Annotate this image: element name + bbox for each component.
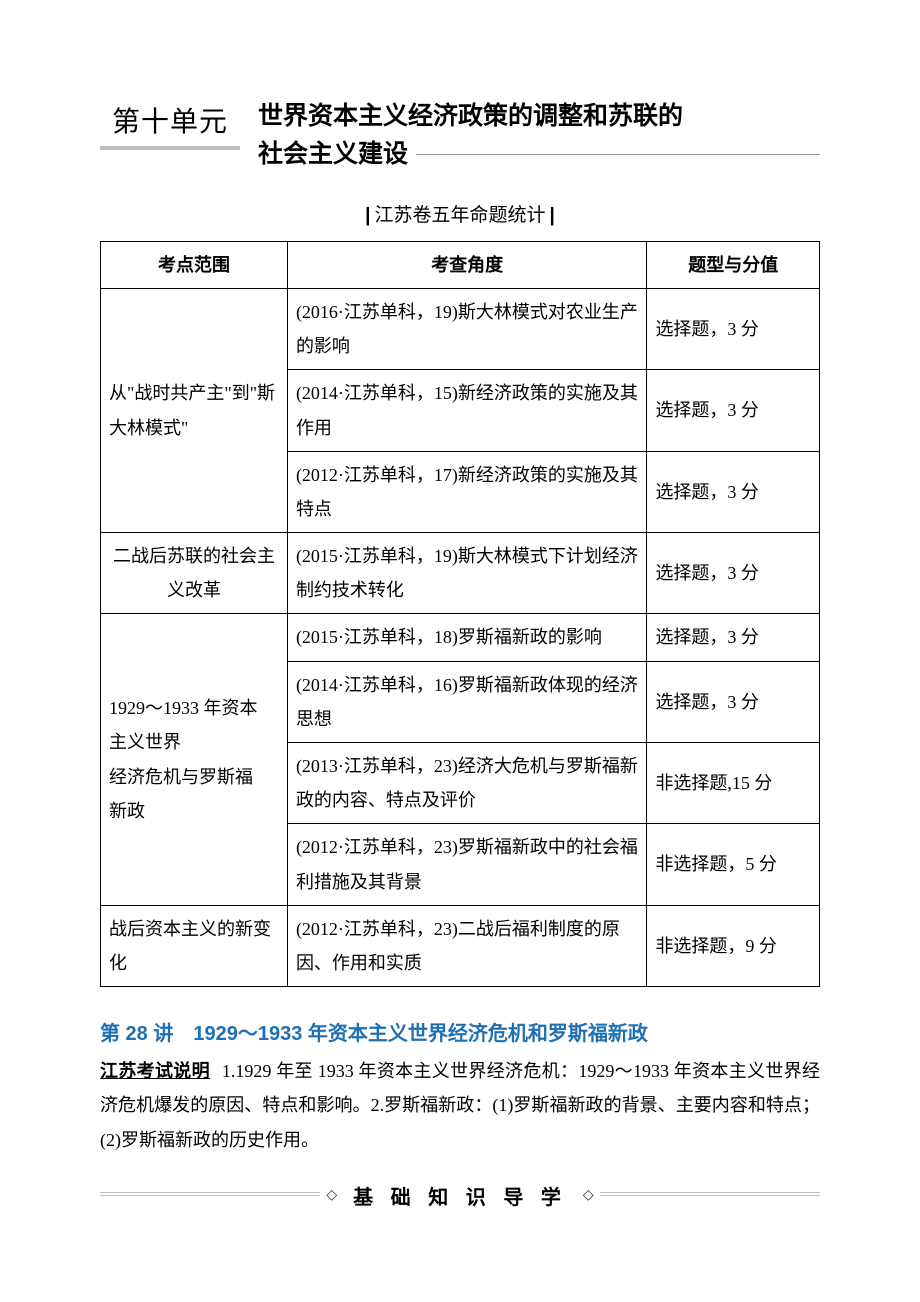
exam-label: 江苏考试说明 bbox=[100, 1061, 210, 1081]
section-guide-row: ◇ 基 础 知 识 导 学 ◇ bbox=[100, 1181, 820, 1210]
scope-cell: 1929～1933 年资本主义世界经济危机与罗斯福新政 bbox=[101, 614, 288, 905]
type-cell: 非选择题，9 分 bbox=[647, 905, 820, 986]
guide-rule-right bbox=[600, 1192, 820, 1198]
type-cell: 选择题，3 分 bbox=[647, 614, 820, 661]
table-body: 从"战时共产主"到"斯大林模式"(2016·江苏单科，19)斯大林模式对农业生产… bbox=[101, 288, 820, 986]
table-row: 战后资本主义的新变化(2012·江苏单科，23)二战后福利制度的原因、作用和实质… bbox=[101, 905, 820, 986]
unit-label-underline bbox=[100, 146, 240, 152]
type-cell: 非选择题,15 分 bbox=[647, 743, 820, 824]
type-cell: 选择题，3 分 bbox=[647, 370, 820, 451]
type-cell: 选择题，3 分 bbox=[647, 661, 820, 742]
lecture-title: 第 28 讲 1929～1933 年资本主义世界经济危机和罗斯福新政 bbox=[100, 1017, 820, 1046]
table-row: 从"战时共产主"到"斯大林模式"(2016·江苏单科，19)斯大林模式对农业生产… bbox=[101, 288, 820, 369]
guide-rule-left bbox=[100, 1192, 320, 1198]
scope-cell: 战后资本主义的新变化 bbox=[101, 905, 288, 986]
table-head: 考点范围 考查角度 题型与分值 bbox=[101, 241, 820, 288]
document-page: 第十单元 世界资本主义经济政策的调整和苏联的 社会主义建设 |江苏卷五年命题统计… bbox=[0, 0, 920, 1250]
table-row: 二战后苏联的社会主义改革(2015·江苏单科，19)斯大林模式下计划经济制约技术… bbox=[101, 533, 820, 614]
subhead: |江苏卷五年命题统计| bbox=[361, 205, 559, 226]
angle-cell: (2014·江苏单科，16)罗斯福新政体现的经济思想 bbox=[287, 661, 647, 742]
unit-title-column: 世界资本主义经济政策的调整和苏联的 社会主义建设 bbox=[258, 100, 820, 170]
type-cell: 选择题，3 分 bbox=[647, 288, 820, 369]
table-row: 1929～1933 年资本主义世界经济危机与罗斯福新政(2015·江苏单科，18… bbox=[101, 614, 820, 661]
vbar-right: | bbox=[546, 205, 559, 226]
th-scope: 考点范围 bbox=[101, 241, 288, 288]
unit-label: 第十单元 bbox=[112, 100, 228, 140]
unit-title-line2: 社会主义建设 bbox=[258, 134, 408, 170]
angle-cell: (2013·江苏单科，23)经济大危机与罗斯福新政的内容、特点及评价 bbox=[287, 743, 647, 824]
angle-cell: (2012·江苏单科，23)二战后福利制度的原因、作用和实质 bbox=[287, 905, 647, 986]
stats-table: 考点范围 考查角度 题型与分值 从"战时共产主"到"斯大林模式"(2016·江苏… bbox=[100, 241, 820, 987]
unit-header: 第十单元 世界资本主义经济政策的调整和苏联的 社会主义建设 bbox=[100, 100, 820, 170]
th-angle: 考查角度 bbox=[287, 241, 647, 288]
th-type: 题型与分值 bbox=[647, 241, 820, 288]
exam-description: 江苏考试说明1.1929 年至 1933 年资本主义世界经济危机：1929～19… bbox=[100, 1054, 820, 1157]
angle-cell: (2012·江苏单科，17)新经济政策的实施及其特点 bbox=[287, 451, 647, 532]
angle-cell: (2015·江苏单科，18)罗斯福新政的影响 bbox=[287, 614, 647, 661]
scope-cell: 二战后苏联的社会主义改革 bbox=[101, 533, 288, 614]
subhead-text: 江苏卷五年命题统计 bbox=[374, 205, 545, 226]
type-cell: 非选择题，5 分 bbox=[647, 824, 820, 905]
unit-label-column: 第十单元 bbox=[100, 100, 240, 152]
unit-title-rule bbox=[416, 154, 820, 155]
unit-title-line2-row: 社会主义建设 bbox=[258, 134, 820, 170]
type-cell: 选择题，3 分 bbox=[647, 451, 820, 532]
subhead-row: |江苏卷五年命题统计| bbox=[100, 200, 820, 227]
section-guide-text: 基 础 知 识 导 学 bbox=[343, 1181, 577, 1210]
guide-dot-left: ◇ bbox=[320, 1187, 343, 1204]
scope-cell: 从"战时共产主"到"斯大林模式" bbox=[101, 288, 288, 532]
guide-dot-right: ◇ bbox=[577, 1187, 600, 1204]
angle-cell: (2014·江苏单科，15)新经济政策的实施及其作用 bbox=[287, 370, 647, 451]
angle-cell: (2016·江苏单科，19)斯大林模式对农业生产的影响 bbox=[287, 288, 647, 369]
angle-cell: (2015·江苏单科，19)斯大林模式下计划经济制约技术转化 bbox=[287, 533, 647, 614]
unit-title-line1: 世界资本主义经济政策的调整和苏联的 bbox=[258, 100, 820, 134]
table-header-row: 考点范围 考查角度 题型与分值 bbox=[101, 241, 820, 288]
vbar-left: | bbox=[361, 205, 374, 226]
type-cell: 选择题，3 分 bbox=[647, 533, 820, 614]
angle-cell: (2012·江苏单科，23)罗斯福新政中的社会福利措施及其背景 bbox=[287, 824, 647, 905]
